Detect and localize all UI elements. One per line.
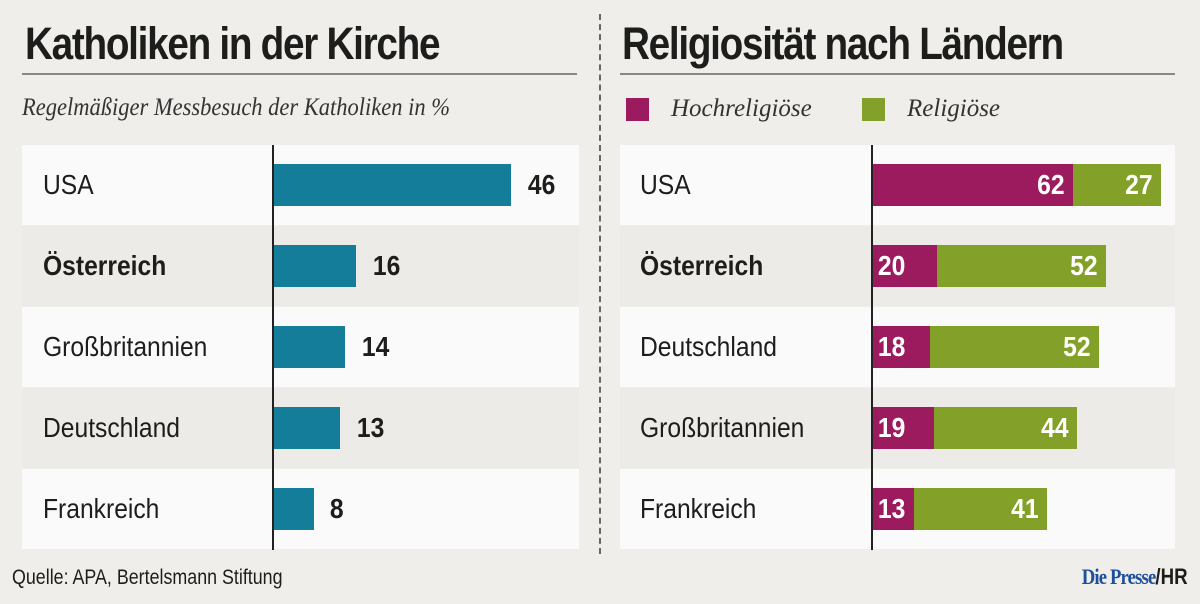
source-note: Quelle: APA, Bertelsmann Stiftung [12, 566, 283, 589]
right-value-label: 20 [877, 250, 906, 281]
right-value-label: 27 [1125, 169, 1153, 200]
left-category-label: Deutschland [43, 412, 180, 443]
left-value-label: 8 [330, 493, 345, 524]
right-bar-hochreligiose [872, 488, 915, 530]
left-bar [273, 245, 356, 287]
left-value-label: 46 [527, 169, 556, 200]
right-category-label: Großbritannien [640, 412, 805, 443]
right-bar-religiose [1073, 164, 1161, 206]
right-bar-religiose [914, 488, 1048, 530]
right-bar-religiose [933, 407, 1077, 449]
right-bar-hochreligiose [872, 164, 1074, 206]
left-category-label: Österreich [43, 250, 167, 281]
right-value-label: 18 [877, 331, 906, 362]
left-value-label: 16 [372, 250, 401, 281]
panel-divider [599, 14, 601, 554]
legend-item-religiose: Religiöse [862, 95, 1000, 123]
left-value-label: 13 [357, 412, 385, 443]
credit-suffix: /HR [1155, 564, 1188, 589]
left-category-label: Frankreich [43, 493, 160, 524]
left-axis [272, 145, 274, 550]
right-bar-religiose [930, 326, 1100, 368]
right-value-label: 52 [1063, 331, 1091, 362]
legend-item-hochreligiose: Hochreligiöse [626, 95, 812, 123]
right-chart-title: Religiosität nach Ländern [622, 18, 1064, 69]
left-bar [273, 164, 511, 206]
right-value-label: 44 [1040, 412, 1069, 443]
legend-swatch-religiose [862, 97, 885, 121]
right-category-label: Frankreich [640, 493, 757, 524]
right-value-label: 13 [877, 493, 906, 524]
right-bar-hochreligiose [872, 407, 934, 449]
legend-label-religiose: Religiöse [907, 95, 1001, 122]
right-category-label: Deutschland [640, 331, 777, 362]
left-bar [273, 407, 341, 449]
right-bar-hochreligiose [872, 326, 931, 368]
brand-logo: Die Presse [1082, 564, 1157, 589]
right-category-label: Österreich [640, 250, 764, 281]
right-value-label: 41 [1011, 493, 1039, 524]
left-bar [273, 326, 346, 368]
right-value-label: 62 [1037, 169, 1065, 200]
right-title-rule [620, 73, 1175, 75]
right-category-label: USA [640, 169, 691, 200]
right-value-label: 19 [877, 412, 906, 443]
right-value-label: 52 [1069, 250, 1098, 281]
left-value-label: 14 [362, 331, 390, 362]
left-title-rule [22, 73, 577, 75]
left-category-label: Großbritannien [43, 331, 208, 362]
legend-swatch-hochreligiose [626, 97, 649, 121]
credit: Die Presse/HR [1082, 564, 1188, 590]
right-bar-hochreligiose [872, 245, 937, 287]
left-chart-title: Katholiken in der Kirche [25, 18, 440, 69]
left-category-label: USA [43, 169, 94, 200]
right-bar-religiose [936, 245, 1106, 287]
right-axis [871, 145, 873, 550]
left-bar [273, 488, 315, 530]
legend-label-hochreligiose: Hochreligiöse [671, 95, 812, 122]
left-chart-subtitle: Regelmäßiger Messbesuch der Katholiken i… [22, 94, 451, 121]
